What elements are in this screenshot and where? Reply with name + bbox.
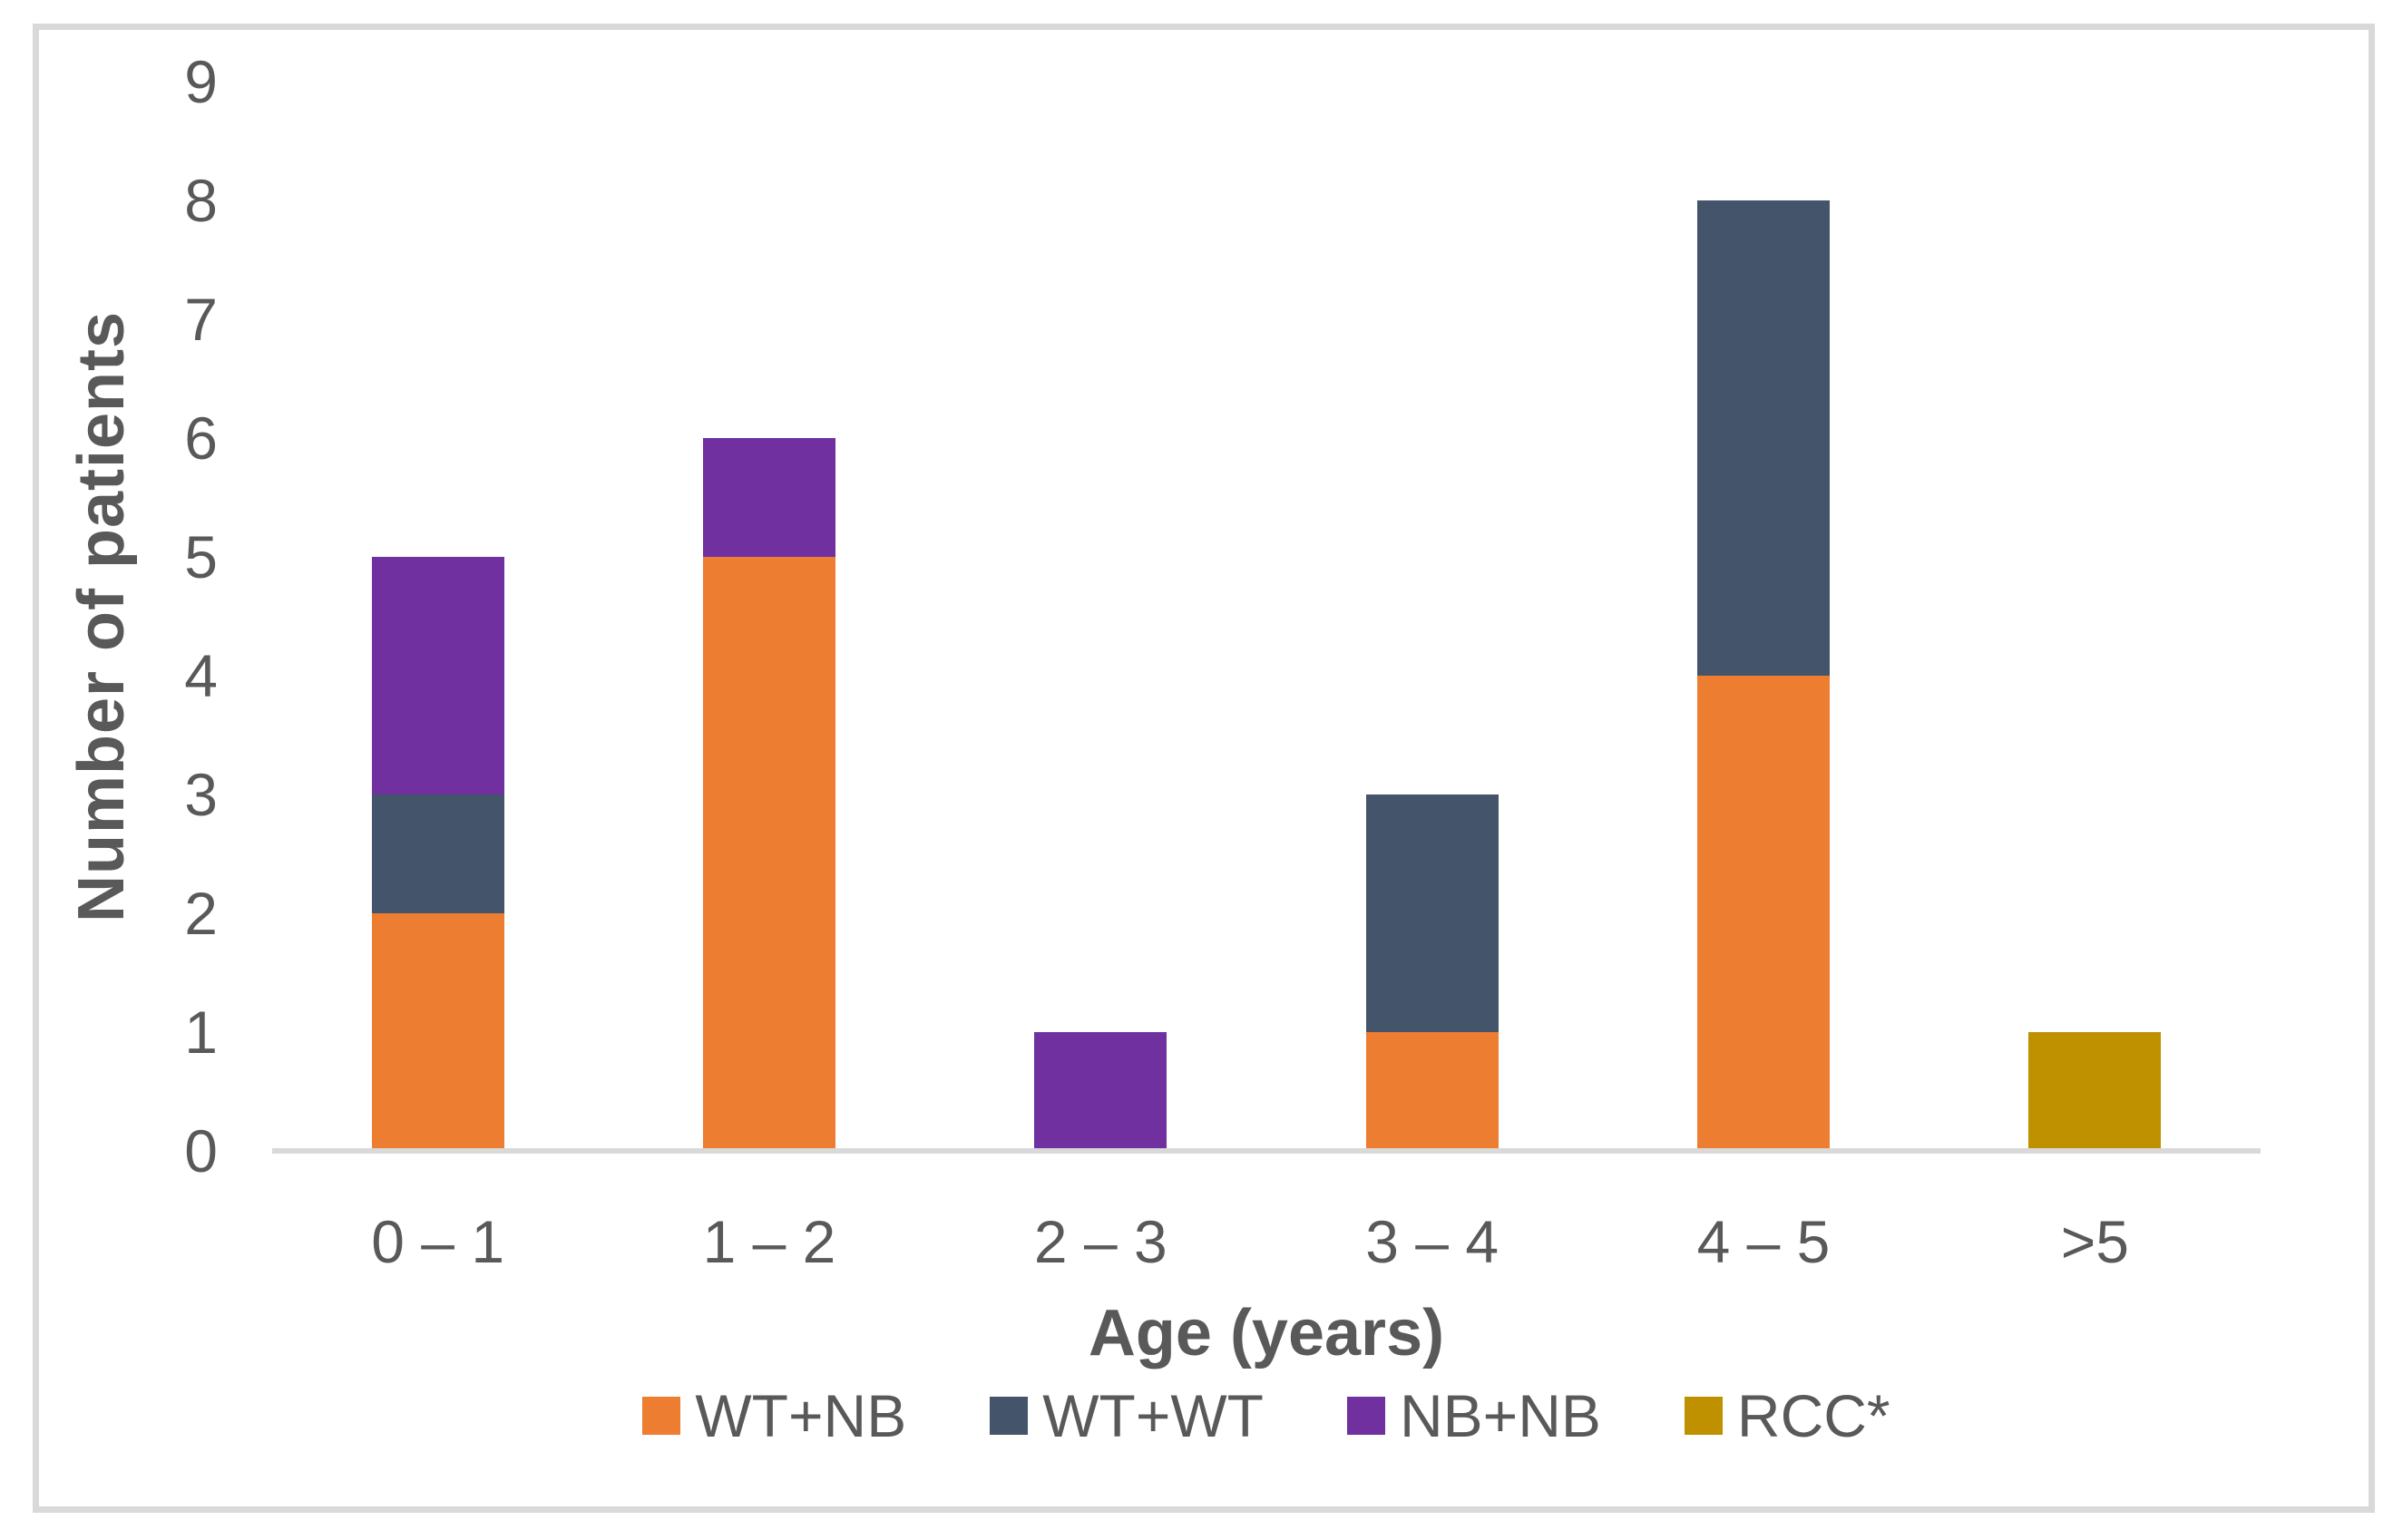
y-tick-label: 6 xyxy=(184,404,218,472)
bar-segment-wt-nb xyxy=(1365,1032,1499,1151)
legend-swatch-icon xyxy=(1684,1397,1723,1435)
legend-label: WT+NB xyxy=(695,1382,907,1449)
y-tick-label: 8 xyxy=(184,167,218,234)
x-tick-label: 0 – 1 xyxy=(371,1208,505,1275)
legend-label: NB+NB xyxy=(1400,1382,1601,1449)
legend-swatch-icon xyxy=(1347,1397,1385,1435)
y-tick-label: 9 xyxy=(184,48,218,115)
legend-item-wt-wt: WT+WT xyxy=(990,1386,1264,1446)
x-tick-label: 3 – 4 xyxy=(1365,1208,1499,1275)
bar-segment-nb-nb xyxy=(703,438,835,557)
y-tick-label: 0 xyxy=(184,1117,218,1184)
x-axis-line xyxy=(272,1148,2261,1154)
legend-item-nb-nb: NB+NB xyxy=(1347,1386,1601,1446)
bar-segment-nb-nb xyxy=(1034,1032,1167,1151)
x-tick-label: 1 – 2 xyxy=(702,1208,836,1275)
legend-label: RCC* xyxy=(1736,1382,1890,1449)
legend-item-wt-nb: WT+NB xyxy=(642,1386,906,1446)
bar-segment-wt-wt xyxy=(1365,794,1499,1032)
x-axis-title: Age (years) xyxy=(1088,1297,1445,1369)
y-tick-label: 1 xyxy=(184,999,218,1066)
bar-segment-wt-nb xyxy=(1697,676,1830,1151)
bar-segment-wt-wt xyxy=(1697,200,1830,676)
x-tick-label: 2 – 3 xyxy=(1033,1208,1167,1275)
x-tick-label: 4 – 5 xyxy=(1696,1208,1831,1275)
bar-segment-nb-nb xyxy=(371,557,504,794)
bar-segment-wt-nb xyxy=(371,913,504,1151)
legend-swatch-icon xyxy=(990,1397,1029,1435)
legend-swatch-icon xyxy=(642,1397,681,1435)
y-tick-label: 3 xyxy=(184,761,218,828)
y-tick-label: 7 xyxy=(184,286,218,353)
y-tick-label: 4 xyxy=(184,642,218,709)
bar-segment-wt-wt xyxy=(371,794,504,913)
bar-segment-rcc- xyxy=(2028,1032,2162,1151)
y-tick-label: 2 xyxy=(184,880,218,947)
legend-item-rcc-: RCC* xyxy=(1684,1382,1890,1449)
legend-label: WT+WT xyxy=(1042,1382,1264,1449)
y-tick-label: 5 xyxy=(184,523,218,590)
bar-segment-wt-nb xyxy=(703,557,835,1151)
legend: WT+NB WT+WT NB+NB RCC* xyxy=(272,1386,2261,1446)
x-tick-label: >5 xyxy=(2060,1208,2129,1275)
